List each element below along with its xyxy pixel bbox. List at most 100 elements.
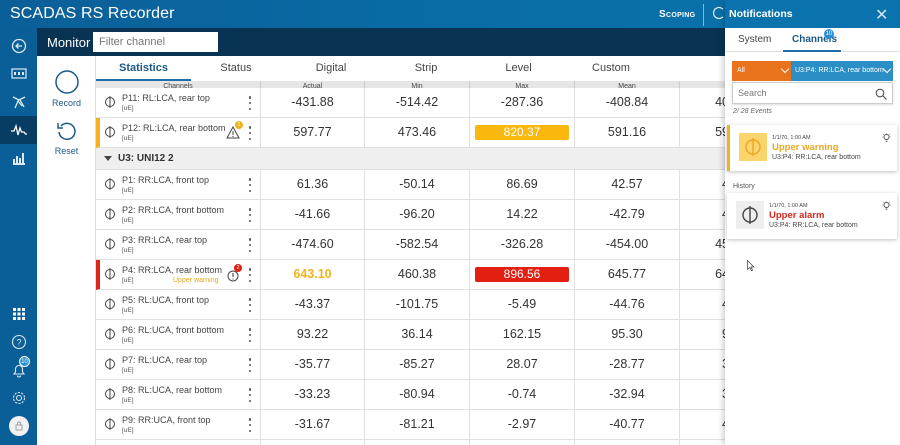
level-filter-value: All [737, 67, 745, 74]
more-options-icon[interactable] [248, 358, 252, 372]
channel-unit: [uE] [122, 217, 134, 224]
table-row[interactable]: P4: RR:LCA, rear bottom [uE] Upper warni… [96, 260, 726, 290]
filter-channel-input[interactable] [93, 32, 218, 52]
notification-card-alarm[interactable]: 1/1/70, 1:00 AM Upper alarm U3:P4: RR:LC… [727, 193, 897, 239]
actual-value: -431.88 [261, 88, 365, 117]
max-alarm-pill: 896.56 [475, 267, 569, 282]
col-channels[interactable]: Channels [96, 81, 261, 92]
table-row[interactable]: P5: RL:UCA, front top [uE] -43.37 -101.7… [96, 290, 726, 320]
table-row[interactable]: P8: RL:UCA, rear bottom [uE] -33.23 -80.… [96, 380, 726, 410]
tab-custom[interactable]: Custom [592, 62, 630, 74]
table-row[interactable]: P3: RR:LCA, rear top [uE] -474.60 -582.5… [96, 230, 726, 260]
max-value: -326.28 [470, 230, 575, 259]
more-options-icon[interactable] [248, 208, 252, 222]
tab-statistics[interactable]: Statistics [96, 56, 191, 81]
min-value: -101.75 [365, 290, 470, 319]
table-row[interactable]: P2: RR:LCA, front bottom [uE] -41.66 -96… [96, 200, 726, 230]
reset-button[interactable]: Reset [37, 120, 96, 156]
more-options-icon[interactable] [248, 388, 252, 402]
mean-value: -40.77 [575, 410, 680, 439]
reset-icon [56, 122, 76, 141]
more-options-icon[interactable] [248, 328, 252, 342]
mean-value: -454.00 [575, 230, 680, 259]
table-row[interactable]: P6: RL:UCA, front bottom [uE] 93.22 36.1… [96, 320, 726, 350]
nav-settings[interactable] [0, 384, 37, 412]
col-mean[interactable]: Mean [575, 81, 680, 92]
channel-cell: P6: RL:UCA, front bottom [uE] [96, 320, 261, 349]
search-icon[interactable] [875, 87, 887, 105]
tab-strip[interactable]: Strip [414, 62, 438, 74]
alert-icon[interactable] [227, 269, 239, 287]
mean-value [575, 440, 680, 445]
notification-filters: All U3:P4: RR:LCA, rear bottom [732, 61, 893, 81]
close-icon[interactable]: ✕ [875, 7, 889, 24]
extra-value: 3 [680, 380, 726, 409]
nav-measurement[interactable] [0, 88, 37, 116]
notification-source: U3:P4: RR:LCA, rear bottom [769, 222, 858, 229]
nav-channel-setup[interactable] [0, 60, 37, 88]
warning-icon[interactable] [226, 125, 240, 144]
help-icon: ? [11, 334, 27, 350]
actual-value: -35.77 [261, 350, 365, 379]
left-nav: ? 10 [0, 28, 37, 445]
notification-card-warning[interactable]: 1/1/70, 1:00 AM Upper warning U3:P4: RR:… [727, 125, 897, 171]
strain-gauge-icon [105, 388, 115, 400]
nav-apps[interactable] [0, 300, 37, 328]
tab-digital[interactable]: Digital [315, 62, 347, 74]
more-options-icon[interactable] [248, 298, 252, 312]
notification-search-input[interactable] [733, 83, 873, 103]
tab-channels[interactable]: Channels [792, 34, 838, 45]
channel-cell: P2: RR:LCA, front bottom [uE] [96, 200, 261, 229]
max-value: 162.15 [470, 320, 575, 349]
back-arrow-icon [11, 38, 27, 54]
channel-filter-dropdown[interactable]: U3:P4: RR:LCA, rear bottom [791, 61, 893, 81]
max-value: -5.49 [470, 290, 575, 319]
collapse-caret-icon[interactable] [104, 156, 112, 161]
table-row[interactable]: P9: RR:UCA, front top [uE] -31.67 -81.21… [96, 410, 726, 440]
col-max[interactable]: Max [470, 81, 575, 92]
lightbulb-icon[interactable] [882, 198, 891, 216]
nav-user-lock[interactable] [0, 412, 37, 440]
col-actual[interactable]: Actual [261, 81, 365, 92]
level-filter-dropdown[interactable]: All [732, 61, 791, 81]
tab-level[interactable]: Level [505, 62, 532, 74]
bell-icon [11, 362, 27, 378]
notifications-header: Notifications ✕ [713, 0, 900, 28]
nav-monitor[interactable] [0, 116, 37, 144]
channel-cell: P1: RR:LCA, front top [uE] [96, 170, 261, 199]
tab-status[interactable]: Status [220, 62, 252, 74]
more-options-icon[interactable] [248, 268, 252, 282]
min-value: -85.27 [365, 350, 470, 379]
mean-value: 645.77 [575, 260, 680, 289]
channel-unit: [uE] [122, 427, 134, 434]
table-row[interactable]: P12: RL:LCA, rear bottom [uE] 1 597.77 4… [96, 118, 726, 148]
nav-back[interactable] [0, 32, 37, 60]
lightbulb-icon[interactable] [882, 130, 891, 148]
group-header[interactable]: U3: UNI12 2 [96, 148, 726, 170]
table-row[interactable]: P11: RL:LCA, rear top [uE] -431.88 -514.… [96, 88, 726, 118]
extra-value: 4 [680, 410, 726, 439]
table-row[interactable]: P1: RR:LCA, front top [uE] 61.36 -50.14 … [96, 170, 726, 200]
group-label: U3: UNI12 2 [118, 153, 174, 164]
min-value: -96.20 [365, 200, 470, 229]
nav-help[interactable]: ? [0, 328, 37, 356]
more-options-icon[interactable] [248, 238, 252, 252]
more-options-icon[interactable] [248, 418, 252, 432]
more-options-icon[interactable] [248, 178, 252, 192]
more-options-icon[interactable] [248, 96, 252, 110]
channel-unit: [uE] [122, 277, 134, 284]
channel-cell [96, 440, 261, 445]
scoping-button[interactable]: Scoping [659, 9, 696, 20]
tab-system[interactable]: System [738, 34, 772, 45]
notification-search [732, 82, 893, 104]
bar-chart-icon [12, 151, 26, 165]
nav-analysis[interactable] [0, 144, 37, 172]
table-row[interactable]: P7: RL:UCA, rear top [uE] -35.77 -85.27 … [96, 350, 726, 380]
col-min[interactable]: Min [365, 81, 470, 92]
record-button[interactable]: Record [37, 70, 96, 108]
more-options-icon[interactable] [248, 126, 252, 140]
nav-notifications[interactable]: 10 [0, 356, 37, 384]
table-row-partial[interactable] [96, 440, 726, 445]
actual-value: 643.10 [261, 260, 365, 289]
lock-icon [8, 416, 29, 436]
